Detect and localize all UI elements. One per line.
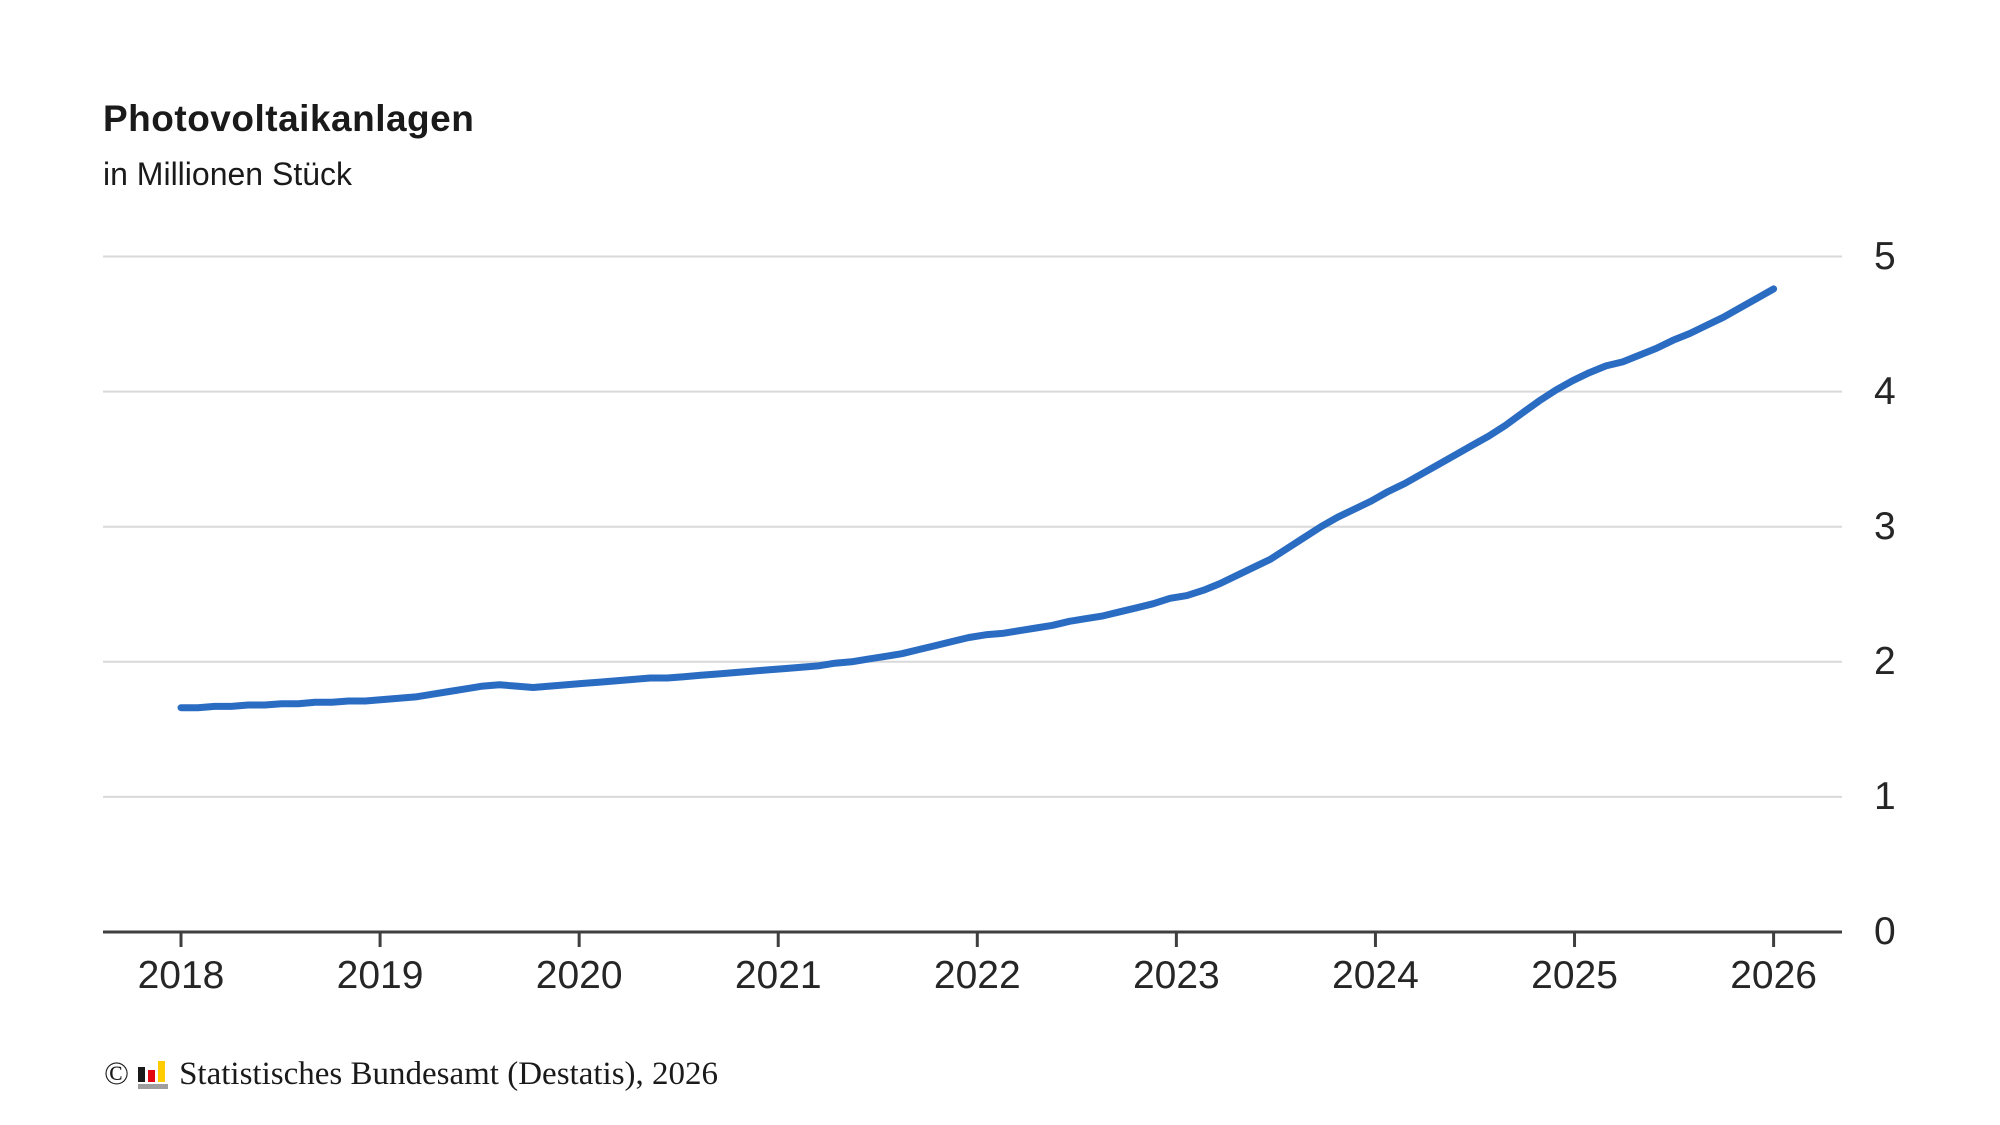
x-axis-label-2020: 2020	[535, 954, 623, 997]
source-text: Statistisches Bundesamt (Destatis), 2026	[179, 1056, 719, 1092]
logo-bar-black	[138, 1067, 146, 1082]
x-axis-label-2019: 2019	[336, 954, 424, 997]
x-axis-label-2018: 2018	[137, 954, 225, 997]
logo-bar-red	[148, 1070, 156, 1082]
destatis-logo-icon	[138, 1060, 169, 1089]
x-axis-label-2025: 2025	[1531, 954, 1618, 997]
x-axis-label-2024: 2024	[1332, 954, 1419, 997]
x-axis-label-2026: 2026	[1730, 954, 1817, 997]
y-axis-label-4: 4	[1874, 369, 1896, 413]
chart-title: Photovoltaikanlagen	[103, 98, 475, 139]
y-axis-label-3: 3	[1874, 504, 1896, 548]
logo-bar-gold	[158, 1061, 166, 1082]
y-axis-label-0: 0	[1874, 910, 1896, 953]
logo-base-bar	[138, 1084, 169, 1089]
copyright-symbol: ©	[104, 1056, 130, 1092]
data-line-photovoltaikanlagen	[177, 285, 1778, 712]
y-axis-label-2: 2	[1874, 639, 1896, 683]
y-axis-label-5: 5	[1874, 234, 1896, 278]
x-axis-label-2023: 2023	[1132, 954, 1220, 997]
y-axis-label-1: 1	[1874, 774, 1896, 818]
x-axis-label-2021: 2021	[734, 954, 822, 997]
x-axis-label-2022: 2022	[933, 954, 1021, 997]
chart-footer: © Statistisches Bundesamt (Destatis), 20…	[104, 1056, 718, 1093]
logo-bars	[138, 1060, 168, 1082]
chart-subtitle: in Millionen Stück	[103, 156, 352, 192]
